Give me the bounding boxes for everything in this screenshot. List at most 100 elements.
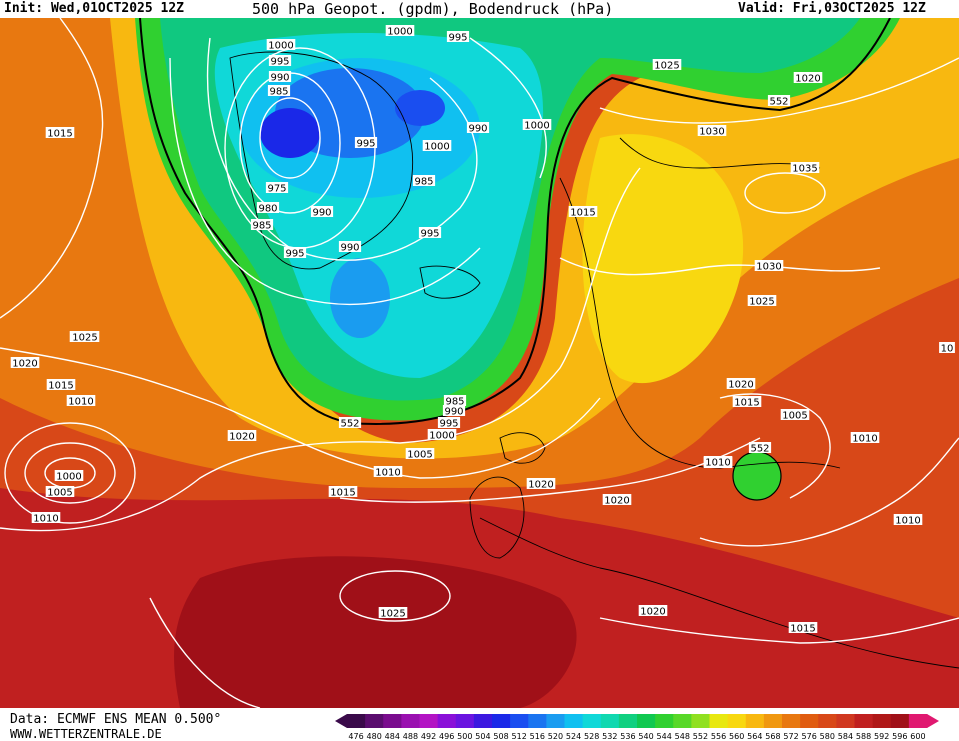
isobar-label: 1025 [70,331,100,344]
scale-swatch [709,714,729,728]
isobar-label-text: 1035 [792,164,817,175]
scale-tick-label: 532 [602,732,617,740]
geopotential-labels: 552 552 552 [338,95,791,455]
isobar-label: 995 [446,31,470,44]
isobar-label-bg [412,175,436,186]
isobar-label-text: 985 [252,221,271,232]
isobar-label: 995 [354,137,378,150]
isobar-label: 995 [437,417,461,430]
isobar-label-text: 1030 [699,127,724,138]
isobar-label: 995 [418,227,442,240]
isobar-label-text: 1020 [604,496,629,507]
isobar-label-bg [732,396,762,407]
scale-swatch [618,714,638,728]
isobar-label: 985 [412,175,436,188]
scale-right-arrow [927,714,939,728]
scale-swatch [546,714,565,728]
isobar-label: 990 [442,405,466,418]
isobar-label-bg [526,478,556,489]
isobar-label: 1020 [726,378,756,391]
isobar-label-text: 1015 [48,381,73,392]
isobar-label-bg [788,622,818,633]
isobar-label-text: 1000 [387,27,412,38]
isobar-label-text: 1015 [734,398,759,409]
isobar-label: 1010 [703,456,733,469]
scale-swatch [763,714,783,728]
scale-tick-label: 576 [802,732,817,740]
scale-tick-label: 504 [475,732,490,740]
scale-tick-label: 492 [421,732,436,740]
isobar-label-bg [850,432,880,443]
scale-tick-label: 548 [675,732,690,740]
vortex-center [260,108,320,158]
isobar-label: 1020 [526,478,556,491]
isobar-label: 1020 [227,430,257,443]
scale-swatch [854,714,874,728]
isobar-label: 995 [268,55,292,68]
scale-tick-label: 564 [747,732,762,740]
pressure-labels: 1000995990985975980985995990995100098599… [10,25,955,635]
isobar-label: 1015 [732,396,762,409]
isobar-label-text: 1015 [47,129,72,140]
isobar-label-text: 1010 [375,468,400,479]
isobar-label-bg [443,395,467,406]
isobar-label-bg [45,127,75,138]
subtropical-core-field [174,556,577,708]
isobar-label-bg [780,409,810,420]
scale-tick-label: 580 [820,732,835,740]
scale-swatch [908,714,928,728]
data-source-label: Data: ECMWF ENS MEAN 0.500° [10,712,222,727]
scale-tick-label: 516 [530,732,545,740]
isobar-label-bg [256,202,280,213]
isobar-label-text: 1020 [795,74,820,85]
isobar-label: 1020 [638,605,668,618]
isobar-label-bg [703,456,733,467]
isobar-label: 1025 [747,295,777,308]
isobar-label: 1000 [54,470,84,483]
scale-tick-label: 556 [711,732,726,740]
isobar-label: 980 [256,202,280,215]
scale-tick-label: 540 [638,732,653,740]
isobar-label: 1000 [266,39,296,52]
isobar-label-bg [437,417,461,428]
scale-swatch [836,714,855,728]
isobar-label-text: 990 [468,124,487,135]
isobar-label: 1025 [652,59,682,72]
scale-tick-label: 512 [512,732,527,740]
isobar-label: 985 [267,85,291,98]
isobar-label: 1005 [45,486,75,499]
isobar-label: 1015 [45,127,75,140]
scale-tick-label: 552 [693,732,708,740]
isobar-label: 1005 [405,448,435,461]
isobar-label-text: 990 [270,73,289,84]
isobar-label-bg [726,378,756,389]
geopotential-label-text: 552 [750,444,769,455]
geopotential-label-bg [338,417,362,428]
geopotential-label: 552 [767,95,791,108]
geopotential-label-text: 552 [769,97,788,108]
scale-swatch [347,714,366,728]
scale-swatch [890,714,910,728]
isobar-label-text: 1005 [407,450,432,461]
isobar-label-bg [385,25,415,36]
isobar-label-bg [754,260,784,271]
isobar-label-bg [265,182,289,193]
isobar-label-text: 1010 [705,458,730,469]
isobar-label: 1010 [850,432,880,445]
isobar-label: 990 [310,206,334,219]
trough-secondary-core [330,258,390,338]
isobar-label-text: 1025 [380,609,405,620]
scale-swatch [673,714,692,728]
isobar-label-bg [45,486,75,497]
isobar-label-text: 980 [258,204,277,215]
isobar-label: 1010 [66,395,96,408]
scale-swatch [691,714,710,728]
isobar-label: 1000 [427,429,457,442]
isobar-label-bg [31,512,61,523]
scale-left-arrow [335,714,347,728]
isobar-label-text: 1025 [654,61,679,72]
isobar-label-bg [70,331,100,342]
isobar-label-bg [373,466,403,477]
isobar-label-text: 995 [439,419,458,430]
isobar-label-bg [446,31,470,42]
